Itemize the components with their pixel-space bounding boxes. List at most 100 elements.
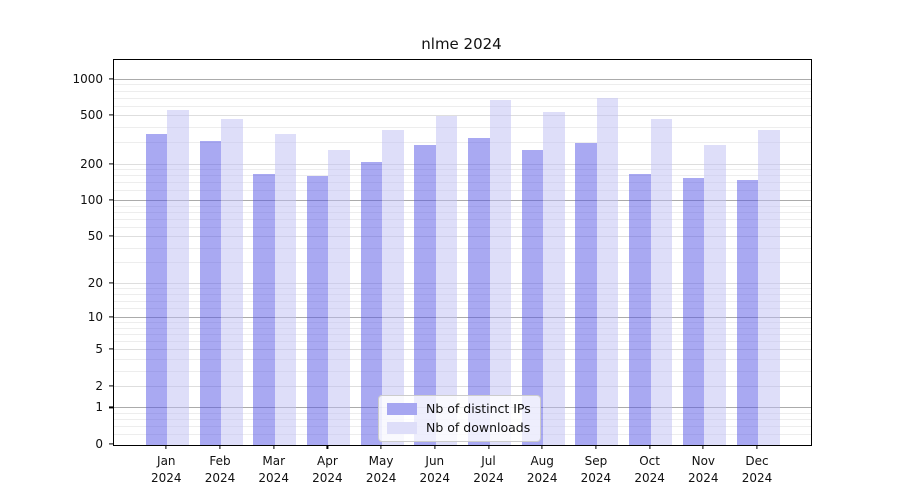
gridline-50 xyxy=(114,236,811,238)
x-tick-mark-sep xyxy=(595,445,597,449)
gridline-160 xyxy=(114,175,811,177)
bar-jun-downloads xyxy=(435,116,458,445)
bar-jun-distinct-ips xyxy=(414,145,436,445)
gridline-8 xyxy=(114,327,811,329)
x-tick-year-sep: 2024 xyxy=(580,470,612,485)
x-tick-month-feb: Feb xyxy=(209,454,231,468)
bar-sep-distinct-ips xyxy=(575,142,597,445)
bar-aug-downloads xyxy=(543,112,565,445)
y-tick-mark-500 xyxy=(109,114,113,116)
x-tick-mark-nov xyxy=(702,445,704,449)
gridline-40 xyxy=(114,247,811,249)
y-tick-label-500: 500 xyxy=(80,108,103,123)
gridline-4 xyxy=(114,358,811,360)
x-tick-month-aug: Aug xyxy=(530,454,554,468)
bar-jul-downloads xyxy=(489,100,511,445)
x-tick-year-feb: 2024 xyxy=(204,470,236,485)
gridline-30 xyxy=(114,262,811,264)
y-tick-mark-1000 xyxy=(109,78,113,80)
bar-feb-downloads xyxy=(221,118,243,445)
gridline-3 xyxy=(114,370,811,372)
x-tick-label-jan: Jan 2024 xyxy=(151,453,182,486)
x-tick-mark-feb xyxy=(219,445,221,449)
y-tick-mark-10 xyxy=(109,316,113,318)
y-tick-mark-50 xyxy=(109,235,113,237)
x-tick-month-oct: Oct xyxy=(639,454,660,468)
x-tick-year-nov: 2024 xyxy=(688,470,719,485)
y-axis: 0 1 2 5 10 20 50 100 200 500 1000 xyxy=(0,59,113,451)
x-tick-year-aug: 2024 xyxy=(526,470,558,485)
x-tick-month-may: May xyxy=(368,454,394,468)
x-tick-year-may: 2024 xyxy=(365,470,397,485)
bar-jul-distinct-ips xyxy=(468,138,490,445)
x-tick-month-mar: Mar xyxy=(262,454,286,468)
plot-area xyxy=(113,59,812,446)
gridline-6 xyxy=(114,341,811,343)
gridline-12 xyxy=(114,308,811,310)
y-tick-label-50: 50 xyxy=(87,229,103,244)
y-tick-mark-5 xyxy=(109,348,113,350)
x-tick-label-sep: Sep 2024 xyxy=(581,453,612,486)
x-tick-mark-oct xyxy=(649,445,651,449)
chart-title: nlme 2024 xyxy=(421,35,502,53)
bar-jan-downloads xyxy=(167,110,189,445)
y-tick-mark-200 xyxy=(109,162,113,165)
x-tick-month-jun: Jun xyxy=(425,454,445,468)
legend-label-distinct-ips: Nb of distinct IPs xyxy=(426,401,531,416)
gridline-16 xyxy=(114,294,811,296)
bar-dec-downloads xyxy=(758,129,780,445)
gridline-20 xyxy=(114,283,811,285)
x-tick-label-mar: Mar 2024 xyxy=(258,453,289,486)
x-tick-month-dec: Dec xyxy=(745,454,769,468)
gridline-500 xyxy=(114,115,811,117)
x-tick-month-sep: Sep xyxy=(584,454,608,468)
x-tick-month-apr: Apr xyxy=(317,454,338,468)
gridline-400 xyxy=(114,127,811,129)
bar-apr-downloads xyxy=(328,149,350,445)
x-tick-label-apr: Apr 2024 xyxy=(312,453,343,486)
gridline-10 xyxy=(114,317,811,319)
x-tick-year-apr: 2024 xyxy=(312,470,343,485)
x-tick-year-jun: 2024 xyxy=(419,470,451,485)
bar-feb-distinct-ips xyxy=(199,141,221,445)
gridline-100 xyxy=(114,199,811,201)
bar-may-distinct-ips xyxy=(360,162,383,445)
gridline-5 xyxy=(114,349,811,351)
bar-apr-distinct-ips xyxy=(306,176,329,445)
gridline-70 xyxy=(114,218,811,220)
gridline-1000 xyxy=(114,78,811,80)
gridline-140 xyxy=(114,182,811,184)
gridline-7 xyxy=(114,334,811,336)
x-tick-mark-apr xyxy=(326,445,328,449)
y-tick-mark-1 xyxy=(109,406,113,408)
y-tick-mark-0 xyxy=(109,443,113,445)
x-tick-label-may: May 2024 xyxy=(366,453,397,486)
x-tick-mark-aug xyxy=(541,445,543,449)
gridline-200 xyxy=(114,163,811,165)
bar-oct-downloads xyxy=(650,118,673,445)
gridline-2 xyxy=(114,385,811,387)
y-tick-label-1000: 1000 xyxy=(72,71,103,86)
y-tick-label-2: 2 xyxy=(95,378,103,393)
gridline-900 xyxy=(114,84,811,86)
x-tick-mark-mar xyxy=(273,445,275,449)
gridline-800 xyxy=(114,90,811,92)
bar-nov-downloads xyxy=(704,144,726,445)
y-tick-label-1: 1 xyxy=(95,400,103,415)
legend-swatch-distinct-ips xyxy=(387,402,417,415)
bar-oct-distinct-ips xyxy=(629,174,651,445)
gridline-180 xyxy=(114,169,811,171)
y-tick-mark-2 xyxy=(109,385,113,387)
gridline-9 xyxy=(114,322,811,324)
gridline-60 xyxy=(114,226,811,228)
y-tick-label-5: 5 xyxy=(95,342,103,357)
gridline-300 xyxy=(114,142,811,144)
gridline-600 xyxy=(114,105,811,107)
y-tick-mark-20 xyxy=(109,282,113,284)
bar-jan-distinct-ips xyxy=(145,133,168,445)
x-tick-mark-dec xyxy=(756,445,758,449)
bar-nov-distinct-ips xyxy=(682,178,705,445)
legend: Nb of distinct IPs Nb of downloads xyxy=(378,395,541,442)
legend-row-distinct-ips: Nb of distinct IPs xyxy=(387,401,531,416)
bar-aug-distinct-ips xyxy=(521,149,544,445)
